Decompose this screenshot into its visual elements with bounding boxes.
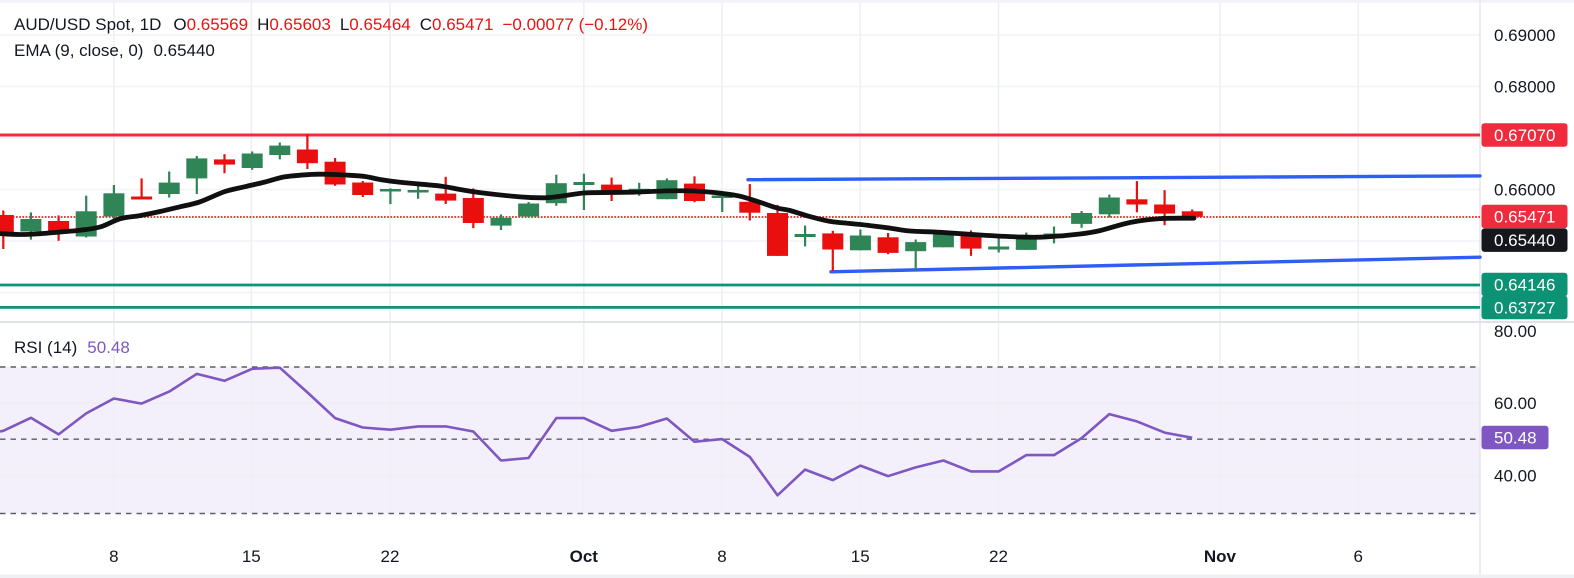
svg-text:0.64146: 0.64146 — [1494, 276, 1555, 295]
svg-text:40.00: 40.00 — [1494, 467, 1537, 486]
svg-text:15: 15 — [851, 547, 870, 566]
svg-text:15: 15 — [242, 547, 261, 566]
svg-text:22: 22 — [381, 547, 400, 566]
svg-text:Nov: Nov — [1204, 547, 1237, 566]
svg-text:0.67070: 0.67070 — [1494, 126, 1555, 145]
svg-text:60.00: 60.00 — [1494, 394, 1537, 413]
svg-text:RSI (14)50.48: RSI (14) 50.48 — [14, 338, 130, 357]
svg-text:8: 8 — [109, 547, 118, 566]
svg-text:0.65440: 0.65440 — [1494, 231, 1555, 250]
svg-text:8: 8 — [717, 547, 726, 566]
svg-text:22: 22 — [989, 547, 1008, 566]
svg-text:0.68000: 0.68000 — [1494, 78, 1555, 97]
svg-text:EMA (9, close, 0)0.65440: EMA (9, close, 0) 0.65440 — [14, 41, 215, 60]
svg-text:80.00: 80.00 — [1494, 322, 1537, 341]
svg-text:0.66000: 0.66000 — [1494, 181, 1555, 200]
svg-text:0.65471: 0.65471 — [1494, 208, 1555, 227]
svg-text:0.63727: 0.63727 — [1494, 299, 1555, 318]
svg-text:Oct: Oct — [570, 547, 599, 566]
svg-text:6: 6 — [1353, 547, 1362, 566]
svg-text:50.48: 50.48 — [1494, 429, 1537, 448]
svg-text:0.69000: 0.69000 — [1494, 26, 1555, 45]
